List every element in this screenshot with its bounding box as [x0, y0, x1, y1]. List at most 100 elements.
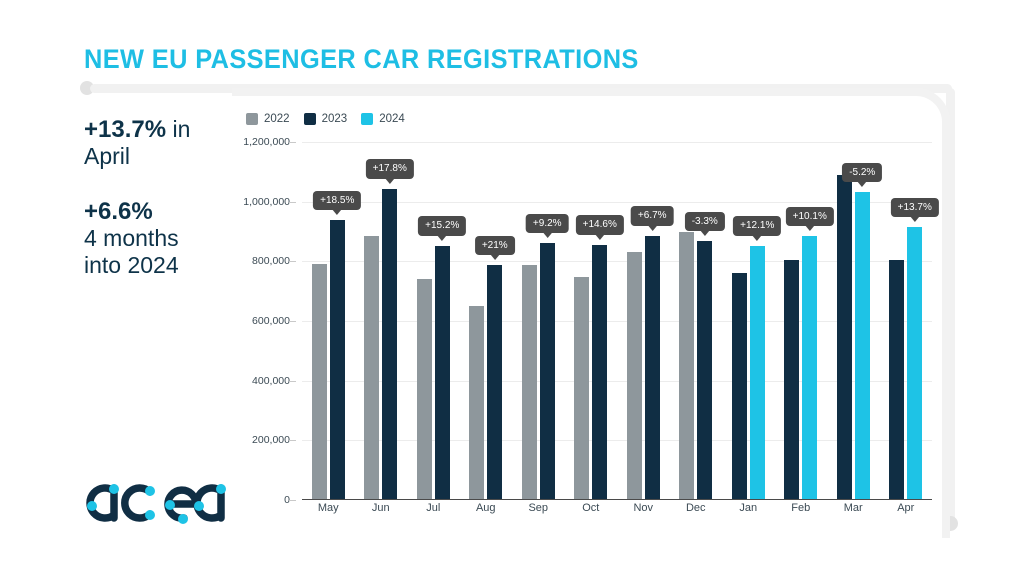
bar-groups: +18.5% +17.8% +15.2% +21% +9.2% +14.6% +6.7% -3… [302, 142, 939, 500]
bar-group-apr: +13.7% [880, 142, 939, 500]
bar-group-aug: +21% [460, 142, 515, 500]
bar-oct-2022[interactable] [574, 277, 590, 500]
plot-area: +18.5% +17.8% +15.2% +21% +9.2% +14.6% +6.7% -3… [302, 142, 939, 500]
data-label-jun: +17.8% [365, 159, 414, 179]
data-label-mar: -5.2% [842, 162, 883, 183]
acea-logo [82, 462, 230, 535]
data-label-jul: +15.2% [418, 216, 467, 236]
x-tick-label-apr: Apr [897, 502, 915, 514]
data-label-apr: +13.7% [890, 197, 939, 218]
bar-aug-2023[interactable] [487, 265, 503, 500]
bar-jul-2023[interactable] [434, 245, 450, 500]
legend-item-2023[interactable]: 2023 [303, 113, 348, 125]
stat-april-line2: April [84, 143, 131, 169]
bar-may-2022[interactable] [311, 264, 327, 500]
y-tick-mark [289, 500, 296, 501]
gridline [302, 201, 932, 203]
data-label-jan: +12.1% [733, 216, 782, 236]
y-tick-mark [289, 261, 296, 263]
data-label-feb: +10.1% [785, 206, 834, 227]
legend-item-2024[interactable]: 2024 [361, 113, 405, 125]
bar-nov-2022[interactable] [626, 252, 642, 500]
gridline [302, 440, 932, 442]
bar-may-2023[interactable] [329, 220, 345, 500]
bar-group-nov: +6.7% [617, 142, 674, 500]
data-label-dec: -3.3% [684, 211, 725, 232]
x-tick-label-may: May [317, 502, 339, 514]
bar-group-dec: -3.3% [670, 142, 725, 500]
bar-jul-2022[interactable] [416, 278, 432, 500]
bar-oct-2023[interactable] [592, 244, 608, 500]
x-tick-label-nov: Nov [633, 502, 654, 514]
gridline [302, 321, 932, 322]
legend-label-2023: 2023 [321, 113, 348, 125]
x-tick-label-jul: Jul [426, 502, 441, 514]
bar-group-jul: +15.2% [407, 142, 467, 500]
legend-swatch-2022 [246, 113, 258, 125]
bar-mar-2023[interactable] [836, 175, 852, 500]
legend-swatch-2023 [303, 113, 316, 125]
acea-logo-mark [86, 484, 226, 524]
y-tick-mark [289, 440, 296, 442]
bar-group-sep: +9.2% [512, 142, 569, 500]
decorative-rail-right [946, 88, 955, 522]
stat-ytd-value: +6.6% [84, 198, 153, 225]
y-tick-mark [289, 321, 296, 322]
bar-apr-2024[interactable] [907, 227, 923, 500]
x-axis-labels: May Jun Jul Aug Sep Oct Nov Dec Jan Feb Mar Apr [302, 502, 932, 514]
stat-april: +13.7% in April [84, 116, 234, 170]
x-tick-label-dec: Dec [685, 502, 706, 514]
bar-jan-2023[interactable] [731, 273, 747, 500]
stat-ytd: +6.6% 4 months into 2024 [84, 198, 234, 279]
bar-chart: 2022 2023 2024 0 200,000 400,000 600,000 800,0… [240, 108, 940, 528]
y-tick-label: 600,000 [252, 315, 290, 327]
x-tick-label-sep: Sep [528, 502, 549, 514]
y-tick-label: 400,000 [252, 374, 290, 387]
stats-panel: +13.7% in April +6.6% 4 months into 2024 [84, 116, 234, 279]
x-axis-line [302, 498, 932, 500]
y-tick-label: 1,000,000 [243, 195, 290, 208]
x-tick-label-feb: Feb [791, 502, 811, 514]
bar-sep-2023[interactable] [539, 243, 555, 500]
legend-label-2024: 2024 [379, 113, 405, 125]
bar-jun-2022[interactable] [364, 235, 380, 500]
bar-jan-2024[interactable] [749, 245, 765, 500]
x-tick-label-oct: Oct [582, 502, 600, 514]
page-title: NEW EU PASSENGER CAR REGISTRATIONS [84, 44, 639, 74]
y-tick-label: 0 [284, 494, 290, 506]
bar-dec-2023[interactable] [697, 241, 713, 500]
gridline [302, 261, 932, 263]
stat-ytd-line3: into 2024 [84, 252, 179, 278]
bar-sep-2022[interactable] [521, 264, 537, 500]
legend-swatch-2024 [361, 113, 374, 125]
bar-jun-2023[interactable] [382, 188, 398, 500]
y-tick-label: 1,200,000 [243, 136, 290, 148]
x-tick-label-jun: Jun [371, 502, 390, 514]
x-tick-label-jan: Jan [739, 502, 758, 514]
chart-card-frame [232, 88, 950, 538]
gridline [302, 142, 932, 143]
bar-group-feb: +10.1% [775, 142, 834, 500]
bar-feb-2024[interactable] [802, 236, 818, 500]
chart-legend: 2022 2023 2024 [246, 113, 405, 125]
plot-wrapper: 0 200,000 400,000 600,000 800,000 1,000,000 1,… [240, 136, 940, 516]
data-label-aug: +21% [474, 235, 515, 256]
legend-item-2022[interactable]: 2022 [246, 113, 290, 125]
data-label-nov: +6.7% [630, 206, 674, 226]
bar-nov-2023[interactable] [644, 235, 660, 500]
bar-dec-2022[interactable] [679, 232, 695, 500]
bar-aug-2022[interactable] [469, 306, 485, 500]
bar-group-mar: -5.2% [827, 142, 883, 500]
bar-apr-2023[interactable] [889, 259, 905, 500]
bar-mar-2024[interactable] [854, 192, 870, 500]
gridline [302, 380, 932, 382]
y-tick-label: 200,000 [252, 434, 290, 447]
y-tick-mark [289, 380, 296, 382]
y-tick-mark [289, 201, 296, 203]
bar-group-oct: +14.6% [565, 142, 624, 500]
bar-group-may: +18.5% [302, 142, 362, 500]
bar-feb-2023[interactable] [784, 260, 800, 500]
data-label-oct: +14.6% [575, 215, 624, 235]
data-label-may: +18.5% [313, 190, 362, 211]
